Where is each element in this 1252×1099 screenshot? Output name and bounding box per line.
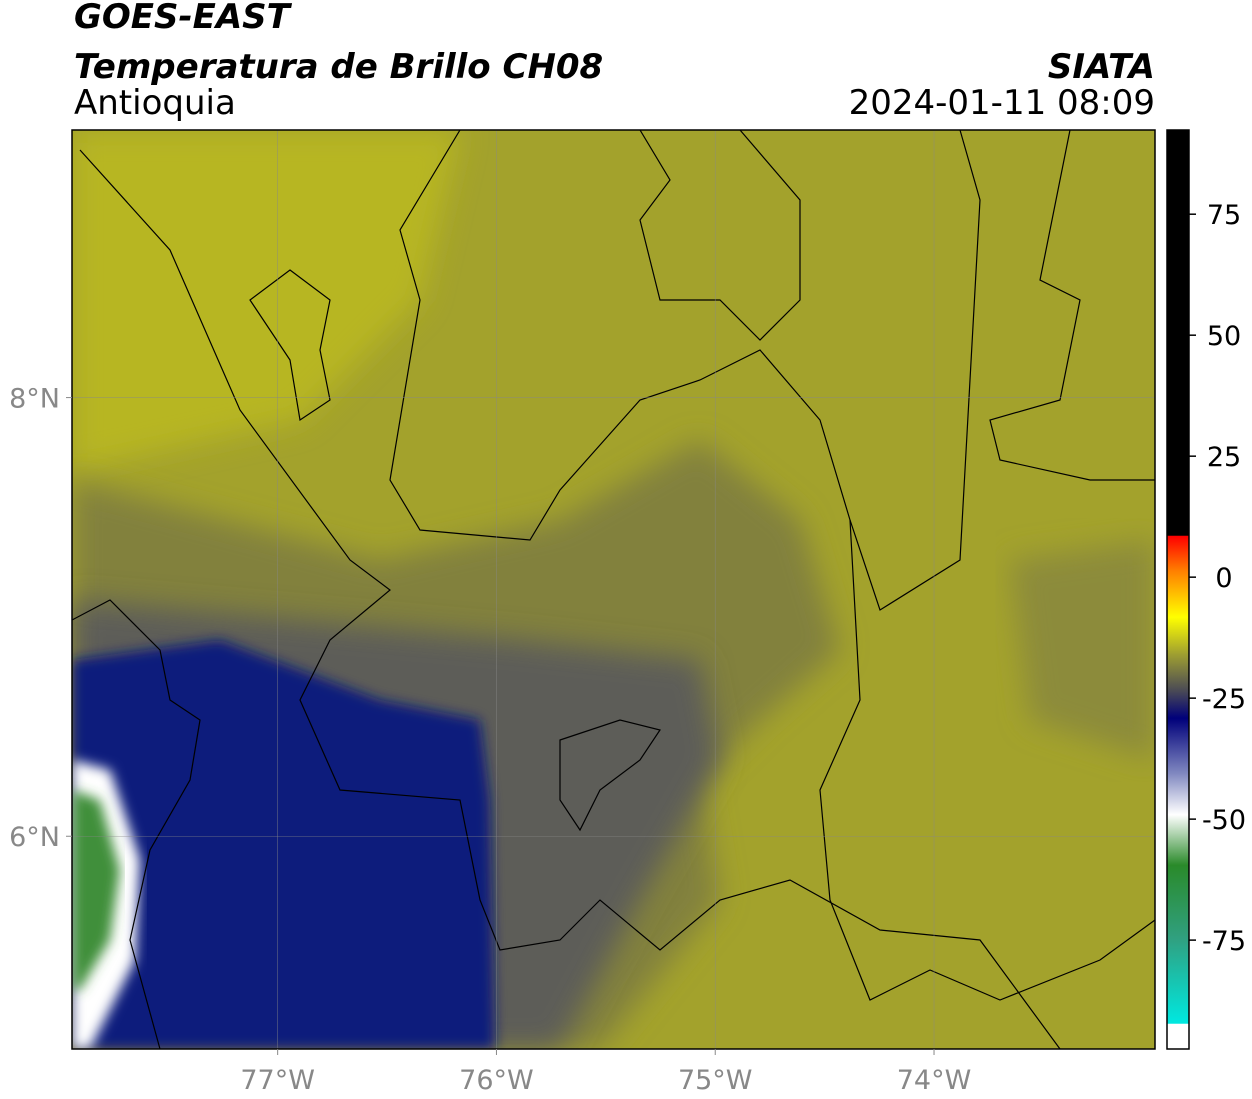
- x-tick-label: 77°W: [240, 1065, 315, 1096]
- x-tick-label: 75°W: [678, 1065, 753, 1096]
- map-frame: [71, 129, 1156, 1050]
- colorbar: [1166, 129, 1190, 1050]
- colorbar-tick-label: -75: [1202, 926, 1246, 957]
- region: Antioquia: [74, 83, 236, 123]
- title: GOES-EAST: [74, 0, 293, 37]
- colorbar-tick-label: 75: [1207, 200, 1241, 231]
- source: SIATA: [1048, 47, 1155, 87]
- colorbar-tick-label: 0: [1215, 563, 1232, 594]
- colorbar-tick-label: -50: [1202, 805, 1246, 836]
- timestamp: 2024-01-11 08:09: [849, 83, 1155, 123]
- x-tick-label: 74°W: [897, 1065, 972, 1096]
- colorbar-tick-label: -25: [1202, 684, 1246, 715]
- colorbar-tick-label: 50: [1207, 321, 1241, 352]
- map-field: [72, 130, 1155, 1049]
- y-tick-label: 8°N: [9, 384, 60, 415]
- x-tick-label: 76°W: [459, 1065, 534, 1096]
- grid: [72, 130, 1155, 1049]
- colorbar-tick-label: 25: [1207, 442, 1241, 473]
- subtitle: Temperatura de Brillo CH08: [74, 47, 603, 87]
- y-tick-label: 6°N: [9, 822, 60, 853]
